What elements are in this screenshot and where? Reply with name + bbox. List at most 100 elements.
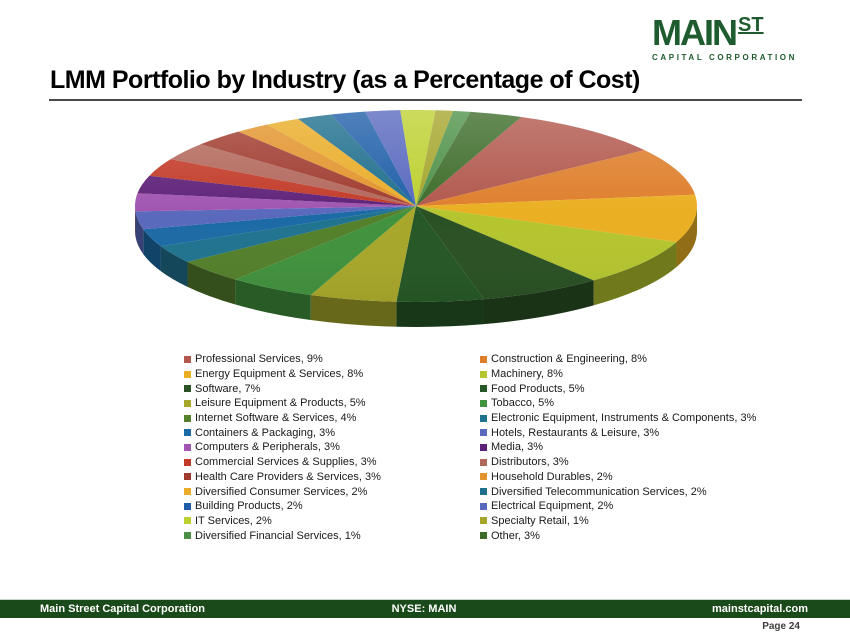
legend-label: Professional Services, 9% [195,353,323,366]
logo-wordmark: MAIN ST [652,15,797,51]
legend-swatch [480,458,487,466]
slide-title: LMM Portfolio by Industry (as a Percenta… [50,66,640,94]
legend-item: Electrical Equipment, 2% [480,499,756,514]
legend-item: Diversified Telecommunication Services, … [480,484,756,499]
legend-column-left: Professional Services, 9% Energy Equipmen… [184,352,480,543]
legend-item: Household Durables, 2% [480,470,756,485]
pie-slice-side [143,229,161,272]
page-number: Page 24 [762,621,800,632]
legend-label: Commercial Services & Supplies, 3% [195,456,377,469]
legend-swatch [184,429,191,437]
legend-item: IT Services, 2% [184,514,480,529]
legend-label: Household Durables, 2% [491,470,613,483]
legend-label: Construction & Engineering, 8% [491,353,647,366]
legend-swatch [480,517,487,525]
legend-swatch [184,458,191,466]
legend-item: Construction & Engineering, 8% [480,352,756,367]
legend-label: Energy Equipment & Services, 8% [195,368,364,381]
pie-slice-side [396,299,484,328]
legend-swatch [184,385,191,393]
legend-item: Internet Software & Services, 4% [184,411,480,426]
pie-legend: Professional Services, 9% Energy Equipmen… [184,352,756,543]
pie-slice-side [310,295,397,327]
footer-ticker: NYSE: MAIN [391,603,457,615]
legend-item: Containers & Packaging, 3% [184,425,480,440]
legend-swatch [184,473,191,481]
legend-item: Health Care Providers & Services, 3% [184,470,480,485]
legend-label: Computers & Peripherals, 3% [195,441,340,454]
legend-item: Building Products, 2% [184,499,480,514]
legend-swatch [184,532,191,540]
legend-swatch [480,355,487,363]
legend-swatch [480,429,487,437]
footer-website: mainstcapital.com [712,603,808,615]
footer-company: Main Street Capital Corporation [40,603,206,615]
legend-label: Electrical Equipment, 2% [491,500,614,513]
legend-label: Containers & Packaging, 3% [195,426,336,439]
legend-label: Hotels, Restaurants & Leisure, 3% [491,426,660,439]
pie-slice-side [235,279,311,321]
legend-item: Diversified Financial Services, 1% [184,528,480,543]
legend-label: Diversified Financial Services, 1% [195,529,361,542]
title-underline [49,99,802,101]
legend-swatch [184,399,191,407]
legend-item: Commercial Services & Supplies, 3% [184,455,480,470]
legend-label: Internet Software & Services, 4% [195,412,357,425]
legend-item: Leisure Equipment & Products, 5% [184,396,480,411]
legend-label: Electronic Equipment, Instruments & Comp… [491,412,757,425]
legend-swatch [184,370,191,378]
legend-label: Machinery, 8% [491,368,563,381]
legend-label: Building Products, 2% [195,500,303,513]
footer-bar: Main Street Capital Corporation NYSE: MA… [0,599,850,618]
legend-swatch [480,385,487,393]
legend-swatch [184,488,191,496]
legend-label: Software, 7% [195,382,261,395]
legend-label: Diversified Telecommunication Services, … [491,485,707,498]
legend-item: Professional Services, 9% [184,352,480,367]
pie-slice-side [593,241,677,306]
legend-swatch [480,532,487,540]
legend-swatch [184,414,191,422]
legend-swatch [480,399,487,407]
legend-label: IT Services, 2% [195,514,272,527]
legend-label: Health Care Providers & Services, 3% [195,470,381,483]
legend-item: Specialty Retail, 1% [480,514,756,529]
legend-swatch [480,473,487,481]
legend-item: Energy Equipment & Services, 8% [184,367,480,382]
legend-swatch [184,517,191,525]
legend-item: Tobacco, 5% [480,396,756,411]
legend-item: Machinery, 8% [480,367,756,382]
legend-item: Media, 3% [480,440,756,455]
legend-item: Computers & Peripherals, 3% [184,440,480,455]
legend-label: Diversified Consumer Services, 2% [195,485,368,498]
logo-subtitle: CAPITAL CORPORATION [652,53,797,62]
legend-swatch [184,443,191,451]
legend-label: Food Products, 5% [491,382,585,395]
logo-st-text: ST [738,14,764,36]
pie-slice-side [187,261,236,305]
legend-label: Distributors, 3% [491,456,569,469]
legend-column-right: Construction & Engineering, 8% Machinery,… [480,352,756,543]
legend-label: Tobacco, 5% [491,397,554,410]
mainst-logo: MAIN ST CAPITAL CORPORATION [652,15,797,63]
legend-swatch [480,502,487,510]
legend-item: Food Products, 5% [480,381,756,396]
legend-label: Other, 3% [491,529,540,542]
pie-slice-side [676,206,697,267]
legend-item: Hotels, Restaurants & Leisure, 3% [480,425,756,440]
legend-item: Software, 7% [184,381,480,396]
legend-swatch [480,370,487,378]
legend-item: Diversified Consumer Services, 2% [184,484,480,499]
logo-main-text: MAIN [652,12,738,53]
legend-swatch [480,414,487,422]
legend-swatch [480,488,487,496]
legend-item: Other, 3% [480,528,756,543]
pie-sheen-overlay [135,110,697,302]
legend-label: Specialty Retail, 1% [491,514,589,527]
legend-swatch [184,355,191,363]
pie-slice-side [135,211,144,255]
legend-label: Leisure Equipment & Products, 5% [195,397,366,410]
legend-label: Media, 3% [491,441,543,454]
